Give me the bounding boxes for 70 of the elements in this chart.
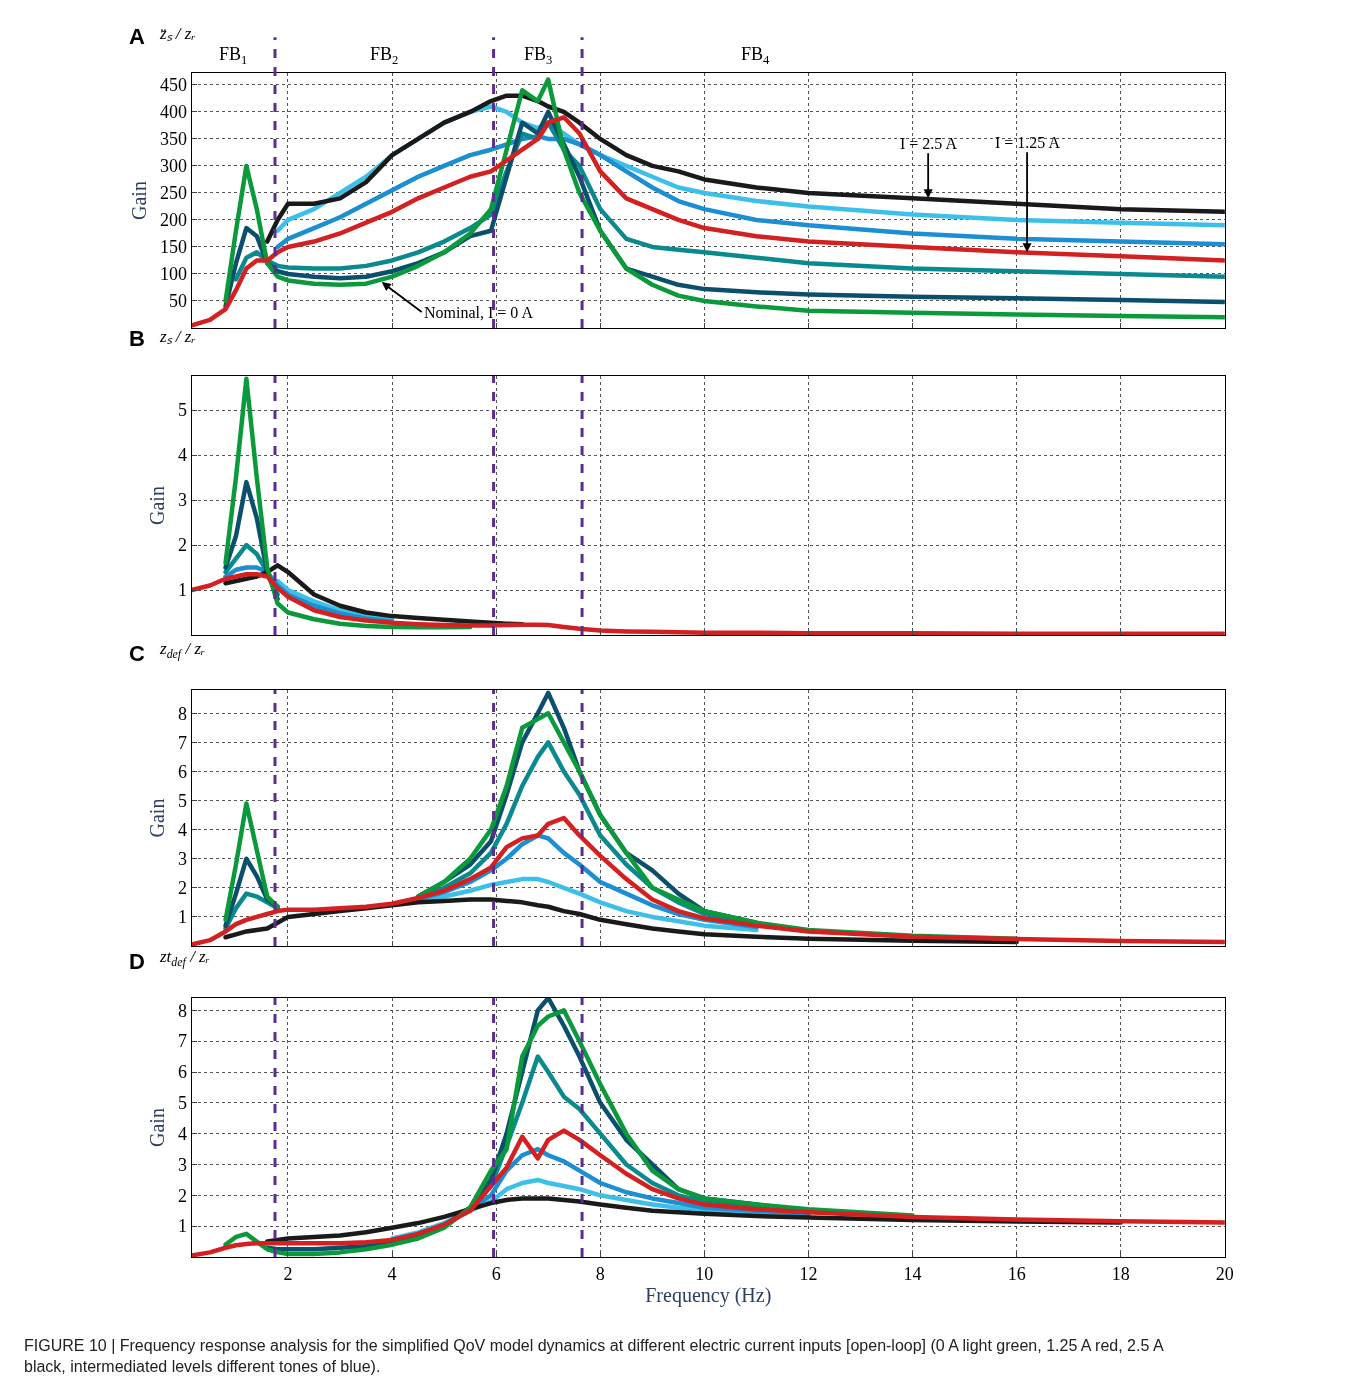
y-tick-label: 1 (178, 580, 188, 601)
x-tick-label: 10 (695, 1263, 714, 1284)
y-tick-label: 1 (178, 907, 188, 928)
x-axis-title: Frequency (Hz) (645, 1283, 772, 1307)
chart-title: C (129, 641, 145, 666)
x-tick-label: 18 (1111, 1263, 1130, 1284)
x-tick-label: 16 (1007, 1263, 1026, 1284)
line-series (191, 815, 1225, 946)
text: FB$_{2}$ (370, 44, 399, 67)
text: FB$_{1}$ (219, 44, 248, 67)
y-tick-label: 2 (178, 878, 188, 899)
y-tick-label: 100 (160, 264, 188, 285)
x-tick-label: 6 (491, 1263, 501, 1284)
y-tick-label: 1 (178, 1216, 188, 1237)
y-tick-label: 5 (178, 790, 188, 811)
chart-subtitle: z̈ₛ / zᵣ (159, 24, 196, 43)
y-tick-label: 450 (160, 75, 188, 96)
line-series (191, 1128, 1225, 1257)
annotation: I = 1.25 A (995, 134, 1061, 151)
y-tick-label: 7 (178, 1031, 188, 1052)
line-series (223, 897, 1019, 945)
y-axis-title: Gain (127, 181, 150, 220)
line-series (275, 133, 1225, 250)
line-series (223, 1008, 915, 1257)
y-tick-label: 7 (178, 732, 188, 753)
line-series (223, 77, 1225, 320)
y-tick-label: 3 (178, 1154, 188, 1175)
chart-subtitle: zt$_{def}$ / zᵣ (159, 947, 210, 969)
y-tick-label: 4 (178, 1123, 188, 1144)
x-tick-label: 14 (903, 1263, 922, 1284)
y-axis-title: Gain (145, 486, 168, 525)
y-tick-label: 300 (160, 156, 188, 177)
chart-title: D (129, 949, 145, 974)
chart-subtitle: z$_{def}$ / zᵣ (159, 639, 206, 661)
y-tick-label: 400 (160, 102, 188, 123)
y-tick-label: 5 (178, 400, 188, 421)
caption: FIGURE 10 | Frequency response analysis for the simplified QoV model dynamics at different electric current inputs [open-loop] (0 A light green, 1.25 A red, 2.5 A black, intermediated levels different tones of blue). (24, 1337, 1164, 1375)
x-tick-label: 2 (283, 1263, 293, 1284)
y-tick-label: 4 (178, 445, 188, 466)
y-axis-title: Gain (145, 798, 168, 838)
annotation: Nominal, I = 0 A (424, 304, 534, 321)
chart-title: B (129, 326, 145, 351)
y-tick-label: 4 (178, 819, 188, 840)
y-tick-label: 5 (178, 1093, 188, 1114)
y-tick-label: 200 (160, 210, 188, 231)
line-series (264, 93, 1225, 244)
text: FB$_{4}$ (741, 44, 771, 67)
y-tick-label: 50 (169, 291, 188, 312)
y-tick-label: 2 (178, 535, 188, 556)
x-tick-label: 8 (595, 1263, 605, 1284)
line-series (223, 376, 473, 630)
y-tick-label: 8 (178, 703, 188, 724)
y-tick-label: 250 (160, 183, 188, 204)
chart-title: A (129, 24, 145, 49)
y-tick-label: 3 (178, 849, 188, 870)
x-tick-label: 12 (799, 1263, 818, 1284)
line-series (191, 572, 1225, 635)
text: FB$_{3}$ (524, 44, 553, 67)
y-tick-label: 350 (160, 129, 188, 150)
y-tick-label: 6 (178, 1062, 188, 1083)
y-tick-label: 8 (178, 1000, 188, 1021)
y-tick-label: 150 (160, 237, 188, 258)
x-tick-label: 4 (387, 1263, 397, 1284)
annotation: I = 2.5 A (900, 135, 958, 152)
y-axis-title: Gain (145, 1108, 168, 1147)
y-tick-label: 3 (178, 490, 188, 511)
chart-subtitle: zₛ / zᵣ (159, 327, 196, 346)
y-tick-label: 6 (178, 761, 188, 782)
x-tick-label: 20 (1215, 1263, 1234, 1284)
y-tick-label: 2 (178, 1185, 188, 1206)
